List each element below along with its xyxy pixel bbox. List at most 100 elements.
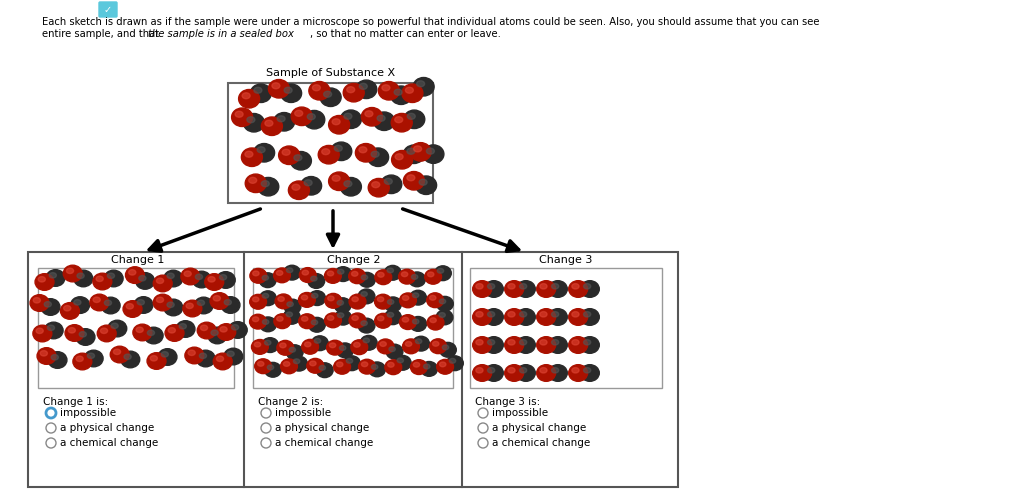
Ellipse shape xyxy=(111,346,129,363)
Ellipse shape xyxy=(516,309,536,325)
Ellipse shape xyxy=(157,297,164,302)
Ellipse shape xyxy=(276,316,283,321)
Ellipse shape xyxy=(284,265,300,280)
Ellipse shape xyxy=(158,348,177,365)
Ellipse shape xyxy=(324,91,332,97)
Text: ✓: ✓ xyxy=(104,5,112,15)
Ellipse shape xyxy=(371,151,379,157)
Ellipse shape xyxy=(426,148,434,154)
Ellipse shape xyxy=(358,318,375,333)
Ellipse shape xyxy=(361,275,368,280)
Ellipse shape xyxy=(281,84,302,102)
Text: impossible: impossible xyxy=(492,408,548,418)
Ellipse shape xyxy=(40,350,47,356)
Ellipse shape xyxy=(581,365,599,381)
Ellipse shape xyxy=(216,272,236,288)
Ellipse shape xyxy=(308,274,325,289)
Ellipse shape xyxy=(430,339,446,353)
Ellipse shape xyxy=(111,323,118,329)
Ellipse shape xyxy=(340,178,361,196)
Ellipse shape xyxy=(314,339,321,343)
Ellipse shape xyxy=(473,337,492,353)
Ellipse shape xyxy=(398,269,416,284)
Ellipse shape xyxy=(409,272,425,287)
Ellipse shape xyxy=(473,365,492,381)
Ellipse shape xyxy=(294,155,302,161)
Ellipse shape xyxy=(343,356,360,371)
Ellipse shape xyxy=(147,330,155,336)
Ellipse shape xyxy=(268,80,290,98)
Ellipse shape xyxy=(36,328,43,334)
Ellipse shape xyxy=(394,117,402,123)
Ellipse shape xyxy=(302,340,318,354)
Ellipse shape xyxy=(358,272,375,287)
Ellipse shape xyxy=(197,350,215,367)
Ellipse shape xyxy=(97,325,116,342)
Ellipse shape xyxy=(284,361,290,366)
Text: a chemical change: a chemical change xyxy=(275,438,374,448)
Ellipse shape xyxy=(96,276,103,282)
Ellipse shape xyxy=(419,179,427,185)
Ellipse shape xyxy=(432,342,439,346)
Ellipse shape xyxy=(329,115,349,134)
Ellipse shape xyxy=(161,351,168,357)
Ellipse shape xyxy=(179,324,186,329)
Ellipse shape xyxy=(328,296,334,301)
Ellipse shape xyxy=(253,271,259,276)
Ellipse shape xyxy=(264,362,282,377)
Ellipse shape xyxy=(537,281,556,297)
Ellipse shape xyxy=(73,353,92,370)
Ellipse shape xyxy=(343,84,365,102)
Ellipse shape xyxy=(429,296,436,300)
Ellipse shape xyxy=(338,269,344,274)
Ellipse shape xyxy=(236,111,243,117)
Ellipse shape xyxy=(384,265,401,280)
Ellipse shape xyxy=(425,269,441,284)
FancyBboxPatch shape xyxy=(38,268,234,388)
Ellipse shape xyxy=(121,351,139,368)
Ellipse shape xyxy=(312,85,321,91)
Ellipse shape xyxy=(239,90,260,108)
Ellipse shape xyxy=(325,268,341,283)
Ellipse shape xyxy=(568,281,588,297)
Ellipse shape xyxy=(181,268,200,285)
FancyBboxPatch shape xyxy=(99,2,117,17)
Ellipse shape xyxy=(365,111,373,117)
Ellipse shape xyxy=(250,268,266,283)
Ellipse shape xyxy=(228,322,247,338)
Ellipse shape xyxy=(87,353,94,358)
Ellipse shape xyxy=(289,181,309,199)
Ellipse shape xyxy=(136,327,143,333)
Ellipse shape xyxy=(361,362,368,367)
Ellipse shape xyxy=(476,340,483,345)
Ellipse shape xyxy=(381,175,401,194)
Ellipse shape xyxy=(388,362,394,367)
Ellipse shape xyxy=(351,271,358,276)
Ellipse shape xyxy=(287,268,293,273)
Ellipse shape xyxy=(48,351,67,368)
Ellipse shape xyxy=(250,295,266,309)
Ellipse shape xyxy=(473,309,492,325)
Ellipse shape xyxy=(508,340,515,345)
Ellipse shape xyxy=(224,348,243,365)
Ellipse shape xyxy=(259,273,276,288)
Ellipse shape xyxy=(328,271,334,276)
Ellipse shape xyxy=(257,361,264,366)
Ellipse shape xyxy=(304,180,312,186)
Ellipse shape xyxy=(568,365,588,381)
Ellipse shape xyxy=(549,309,567,325)
Ellipse shape xyxy=(476,368,483,373)
Ellipse shape xyxy=(278,297,285,301)
Circle shape xyxy=(478,408,488,418)
Ellipse shape xyxy=(395,154,403,160)
Ellipse shape xyxy=(516,337,536,353)
Ellipse shape xyxy=(571,368,579,373)
Ellipse shape xyxy=(255,359,271,374)
Ellipse shape xyxy=(403,110,425,129)
Ellipse shape xyxy=(251,84,271,102)
Ellipse shape xyxy=(281,359,297,374)
Ellipse shape xyxy=(378,316,384,321)
Ellipse shape xyxy=(407,148,415,154)
Ellipse shape xyxy=(339,346,346,350)
Ellipse shape xyxy=(372,182,380,188)
